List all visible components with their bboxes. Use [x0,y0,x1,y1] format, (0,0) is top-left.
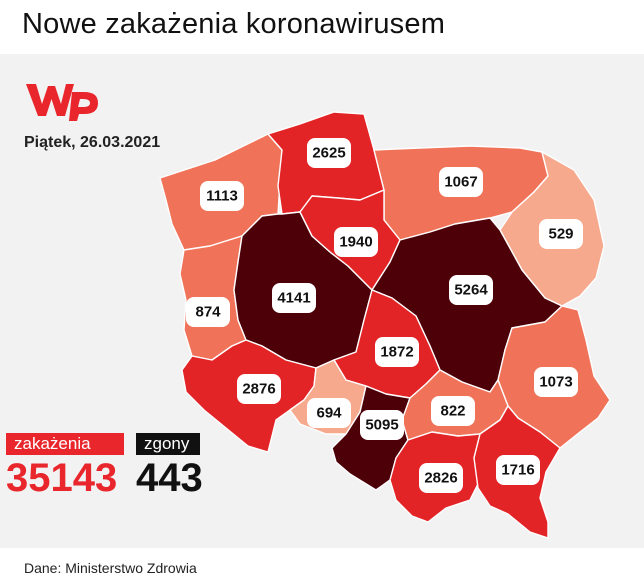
value-label-podlaskie: 529 [548,226,573,243]
cases-value: 35143 [6,456,118,500]
value-badge-warminsko-mazurskie [439,167,483,197]
value-label-kujawsko-pomorskie: 1940 [339,234,372,251]
source-note: Dane: Ministerstwo Zdrowia [24,560,197,576]
value-badge-malopolskie [419,463,463,493]
value-label-swietokrzyskie: 822 [440,403,465,420]
value-badge-podkarpackie [496,455,540,485]
header: Nowe zakażenia koronawirusem [0,0,644,54]
value-badge-dolnoslaskie [237,374,281,404]
value-badge-mazowieckie [449,275,493,305]
wp-logo [26,84,98,121]
date-label: Piątek, 26.03.2021 [24,134,161,151]
cases-label: zakażenia [6,433,124,455]
value-badge-podlaskie [539,219,583,249]
value-label-slaskie: 5095 [365,417,398,434]
value-label-wielkopolskie: 4141 [277,290,310,307]
value-badge-opolskie [307,398,351,428]
page-title: Nowe zakażenia koronawirusem [22,8,446,40]
value-badge-kujawsko-pomorskie [334,227,378,257]
value-label-dolnoslaskie: 2876 [242,381,275,398]
wp-logo-w [26,84,74,116]
deaths-label: zgony [136,433,200,455]
value-badge-lodzkie [375,337,419,367]
value-label-opolskie: 694 [316,405,342,422]
wp-logo-p [69,92,98,121]
value-label-zachodniopomorskie: 1113 [206,188,238,205]
poland-map: 1113 2625 1067 529 874 4141 1940 5264 1872 1073 28… [159,111,611,539]
value-label-lubuskie: 874 [195,304,221,321]
value-label-warminsko-mazurskie: 1067 [444,174,477,191]
footer: Dane: Ministerstwo Zdrowia [0,548,644,587]
value-badge-lubelskie [534,367,578,397]
value-label-pomorskie: 2625 [312,145,345,162]
deaths-value: 443 [136,456,203,500]
value-badge-pomorskie [307,138,351,168]
value-badge-lubuskie [186,297,230,327]
value-badge-zachodniopomorskie [200,181,244,211]
value-label-malopolskie: 2826 [424,470,457,487]
value-label-lodzkie: 1872 [380,344,413,361]
value-badge-wielkopolskie [272,283,316,313]
value-label-podkarpackie: 1716 [501,462,534,479]
value-label-mazowieckie: 5264 [454,282,488,299]
value-badge-swietokrzyskie [431,396,475,426]
value-label-lubelskie: 1073 [539,374,572,391]
value-badge-slaskie [360,410,404,440]
